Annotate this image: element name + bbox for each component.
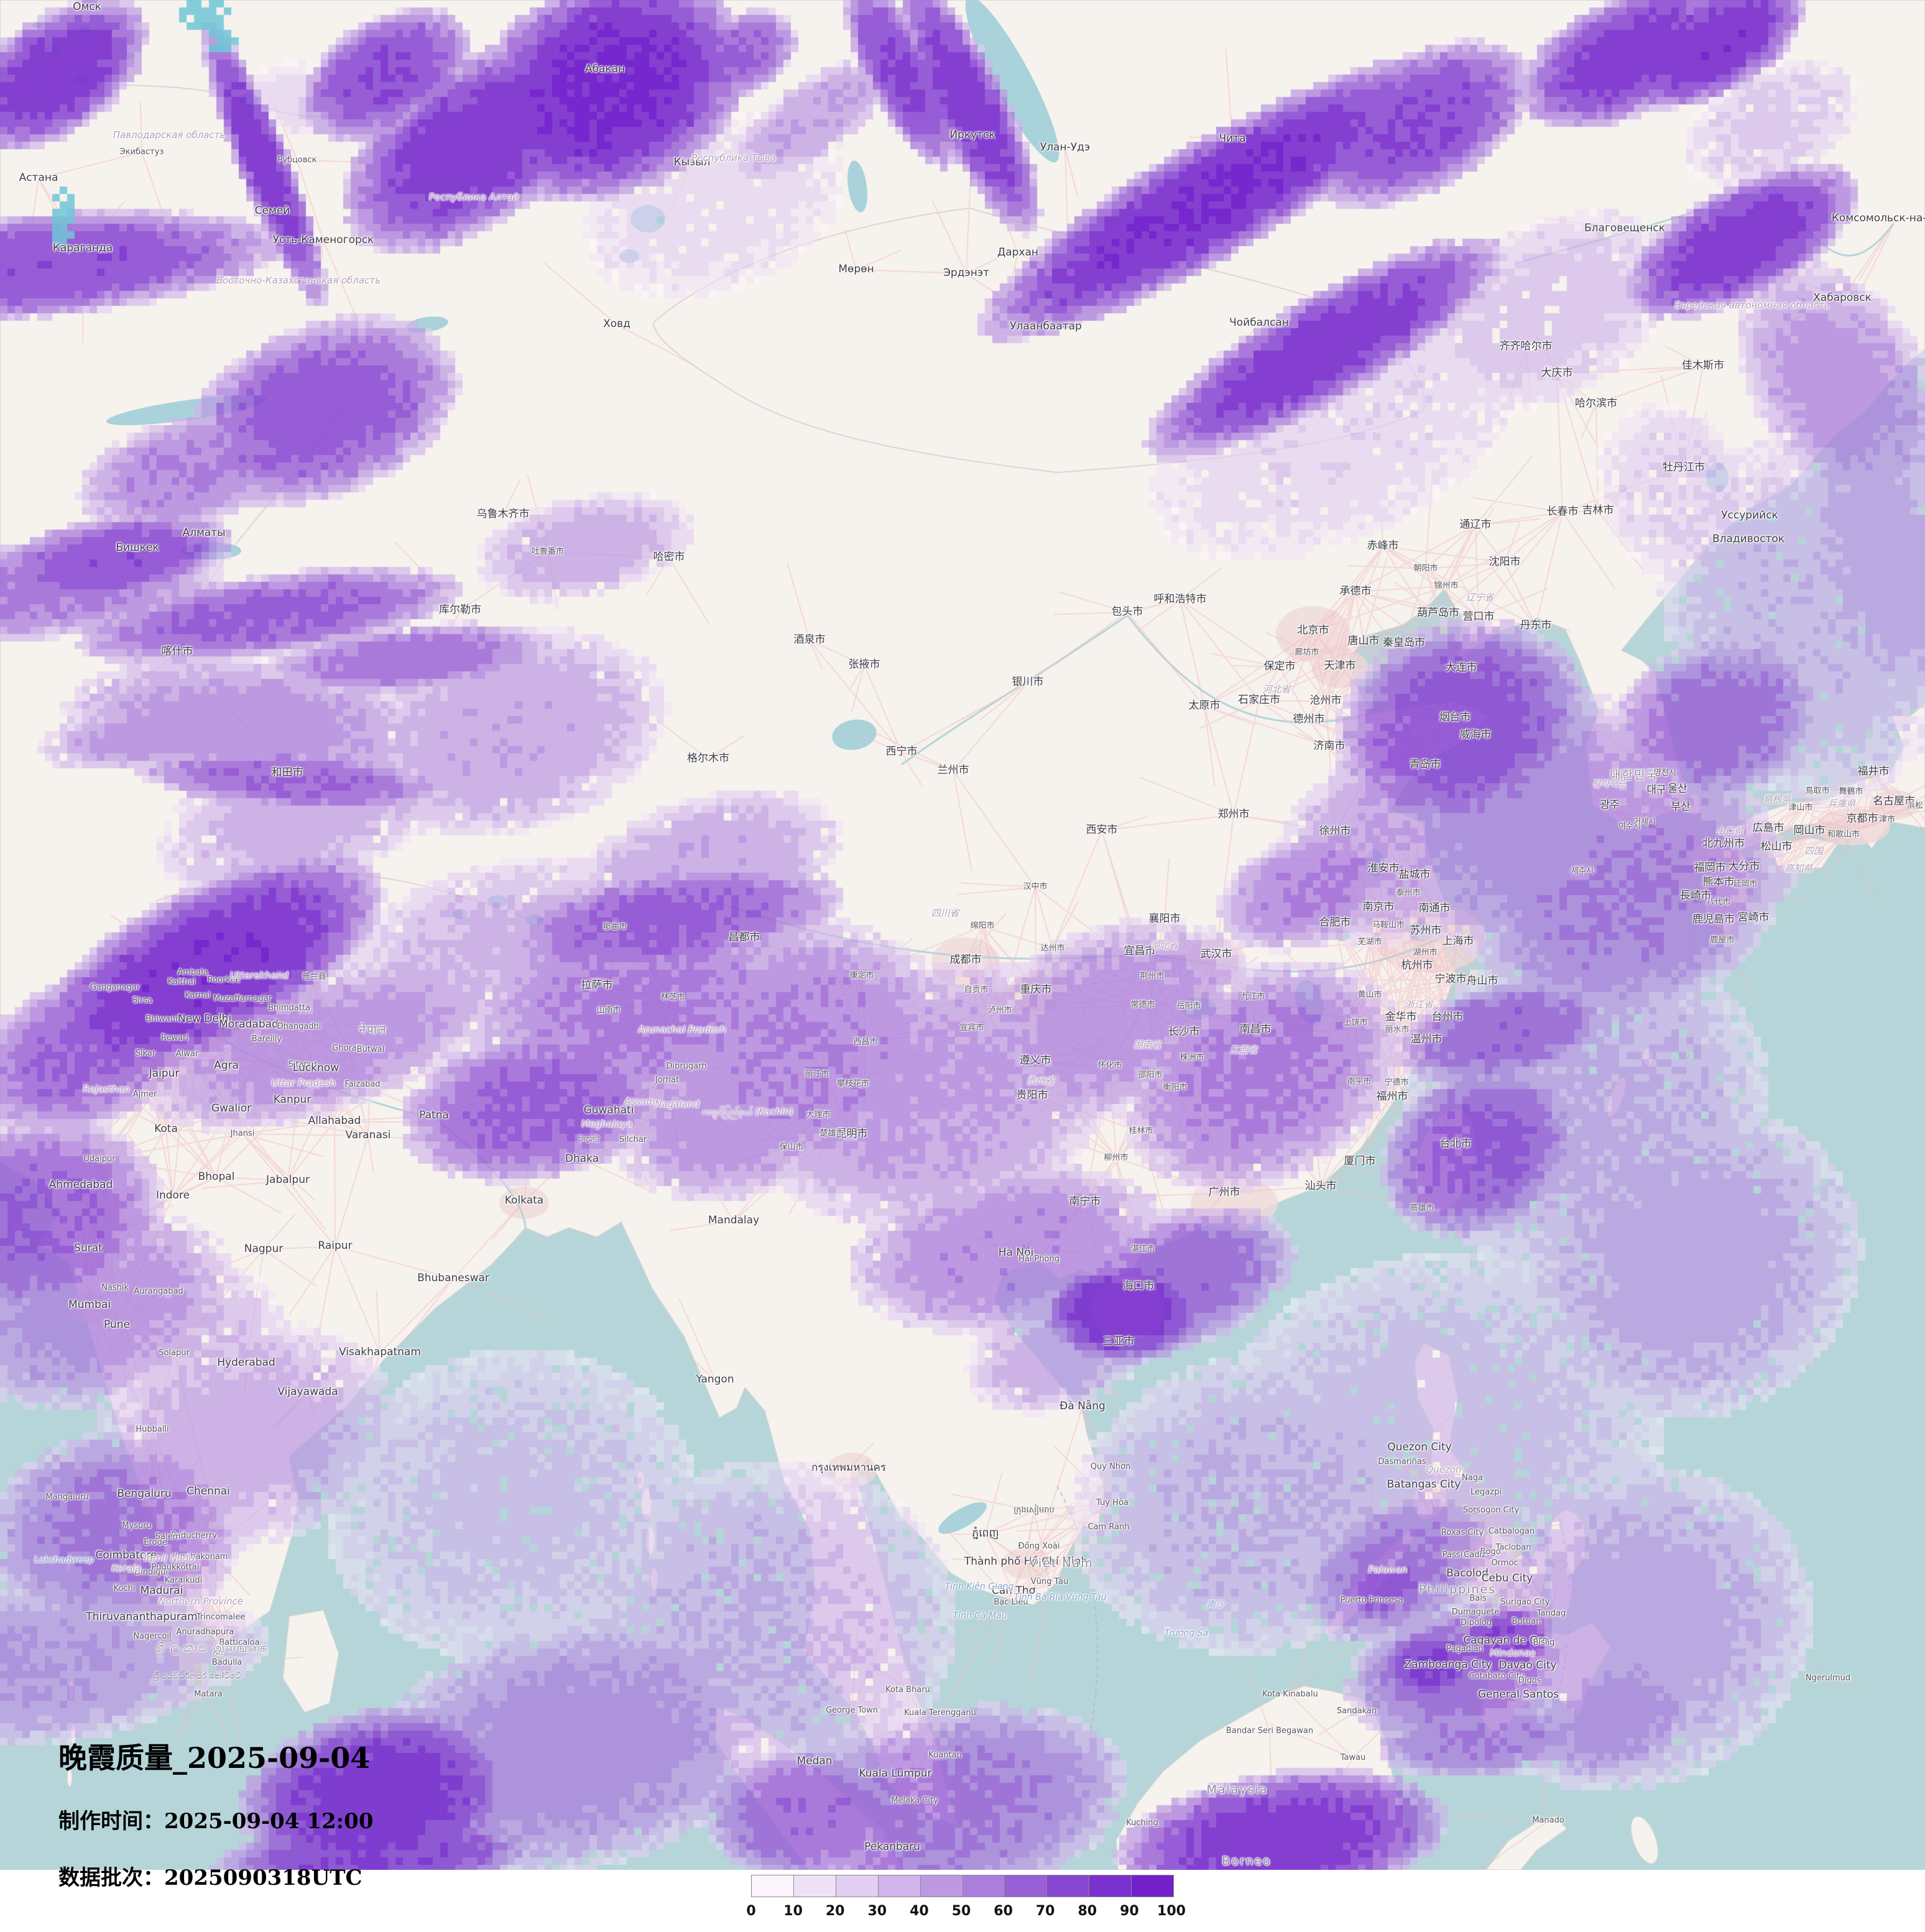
production-time: 制作时间：2025-09-04 12:00 <box>58 1804 374 1834</box>
legend-swatch <box>793 1875 836 1897</box>
production-time-label: 制作时间： <box>58 1809 164 1834</box>
legend-tick: 90 <box>1120 1903 1139 1919</box>
data-batch: 数据批次：2025090318UTC <box>58 1861 374 1891</box>
color-scale-legend: 0 10 20 30 40 50 60 70 80 90 100 <box>746 1875 1186 1922</box>
data-batch-value: 2025090318UTC <box>164 1865 362 1890</box>
legend-tick: 30 <box>867 1903 887 1919</box>
legend-swatch <box>878 1875 921 1897</box>
legend-tick: 10 <box>783 1903 803 1919</box>
title-block: 晚霞质量_2025-09-04 制作时间：2025-09-04 12:00 数据… <box>58 1736 374 1891</box>
legend-swatch <box>1132 1875 1174 1897</box>
legend-tick: 100 <box>1157 1903 1186 1919</box>
legend-tick: 0 <box>746 1903 756 1919</box>
legend-tick: 50 <box>951 1903 971 1919</box>
legend-swatch <box>836 1875 879 1897</box>
legend-swatch <box>1005 1875 1048 1897</box>
production-time-value: 2025-09-04 12:00 <box>164 1809 374 1834</box>
legend-tick: 70 <box>1035 1903 1055 1919</box>
legend-tick: 60 <box>994 1903 1013 1919</box>
legend-swatch <box>752 1875 794 1897</box>
legend-swatch <box>1089 1875 1132 1897</box>
legend-swatch <box>1047 1875 1090 1897</box>
legend-tick: 20 <box>825 1903 845 1919</box>
legend-tick: 80 <box>1078 1903 1097 1919</box>
data-batch-label: 数据批次： <box>58 1865 164 1890</box>
legend-ticks: 0 10 20 30 40 50 60 70 80 90 100 <box>746 1903 1186 1922</box>
legend-tick: 40 <box>910 1903 929 1919</box>
legend-swatch <box>962 1875 1005 1897</box>
legend-swatches <box>751 1875 1174 1897</box>
forecast-overlay-canvas[interactable] <box>0 0 1925 1870</box>
legend-swatch <box>920 1875 963 1897</box>
page-title: 晚霞质量_2025-09-04 <box>58 1741 371 1775</box>
